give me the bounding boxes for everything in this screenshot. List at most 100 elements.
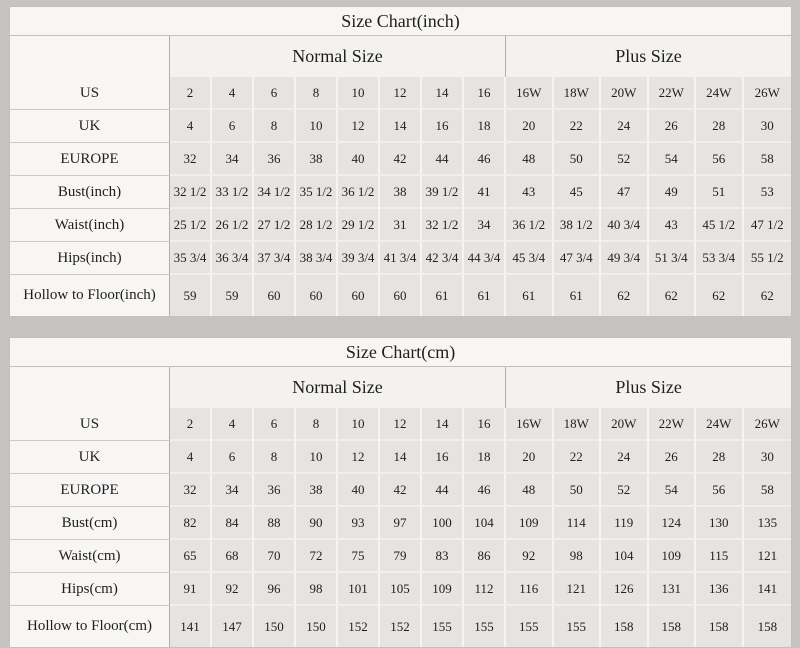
size-value-cell: 16: [422, 110, 464, 143]
size-value-cell: 4: [170, 441, 212, 474]
size-value-cell: 44 3/4: [464, 242, 506, 275]
column-group-row: Normal Size Plus Size: [10, 36, 791, 77]
size-value-cell: 158: [743, 606, 792, 647]
size-value-cell: 141: [170, 606, 212, 647]
size-value-cell: 90: [296, 507, 338, 540]
size-value-cell: 38: [380, 176, 422, 209]
size-value-cell: 2: [170, 408, 212, 441]
size-value-cell: 141: [743, 573, 792, 606]
size-value-cell: 52: [601, 143, 649, 176]
size-value-cell: 48: [506, 474, 554, 507]
table-row: Hollow to Floor(cm) 141 147 150 150 152 152 155…: [10, 606, 792, 647]
row-label: Waist(cm): [10, 540, 170, 573]
size-value-cell: 28 1/2: [296, 209, 338, 242]
size-value-cell: 131: [648, 573, 696, 606]
size-value-cell: 32: [170, 474, 212, 507]
size-value-cell: 27 1/2: [254, 209, 296, 242]
size-value-cell: 52: [601, 474, 649, 507]
row-label: Hips(cm): [10, 573, 170, 606]
size-value-cell: 60: [296, 275, 338, 316]
size-value-cell: 10: [338, 77, 380, 110]
size-value-cell: 22W: [648, 408, 696, 441]
size-value-cell: 43: [506, 176, 554, 209]
row-label: Hips(inch): [10, 242, 170, 275]
table-row: EUROPE 32 34 36 38 40 42 44 46 48 50 52 54 56 58: [10, 143, 791, 176]
size-value-cell: 51: [696, 176, 744, 209]
size-value-cell: 18: [464, 441, 506, 474]
size-value-cell: 47: [601, 176, 649, 209]
size-value-cell: 150: [296, 606, 338, 647]
size-value-cell: 84: [212, 507, 254, 540]
size-value-cell: 60: [380, 275, 422, 316]
size-value-cell: 6: [254, 77, 296, 110]
size-value-cell: 42: [380, 143, 422, 176]
size-value-cell: 47 1/2: [743, 209, 791, 242]
size-value-cell: 136: [696, 573, 744, 606]
size-value-cell: 6: [212, 441, 254, 474]
table-row: Hips(cm) 91 92 96 98 101 105 109 112 116 121 126 131…: [10, 573, 792, 606]
table-row: US 2 4 6 8 10 12 14 16 16W 18W 20W 22W 24W 26W: [10, 77, 791, 110]
size-value-cell: 61: [506, 275, 554, 316]
size-value-cell: 31: [380, 209, 422, 242]
size-value-cell: 92: [212, 573, 254, 606]
size-value-cell: 109: [506, 507, 554, 540]
table-row: Hips(inch) 35 3/4 36 3/4 37 3/4 38 3/4 39 3/4…: [10, 242, 791, 275]
size-value-cell: 38: [296, 474, 338, 507]
size-value-cell: 26W: [743, 408, 792, 441]
table-row: Waist(inch) 25 1/2 26 1/2 27 1/2 28 1/2 29 1/…: [10, 209, 791, 242]
size-value-cell: 59: [212, 275, 254, 316]
size-value-cell: 60: [338, 275, 380, 316]
table-row: Hollow to Floor(inch) 59 59 60 60 60 60 61 61 61 6…: [10, 275, 791, 316]
size-value-cell: 26: [648, 441, 696, 474]
size-value-cell: 32 1/2: [170, 176, 212, 209]
size-value-cell: 50: [553, 474, 601, 507]
size-value-cell: 101: [338, 573, 380, 606]
size-value-cell: 18W: [553, 408, 601, 441]
table-row: UK 4 6 8 10 12 14 16 18 20 22 24 26 28 30: [10, 110, 791, 143]
row-label: EUROPE: [10, 143, 170, 176]
size-value-cell: 155: [553, 606, 601, 647]
size-value-cell: 16W: [506, 77, 554, 110]
size-value-cell: 44: [422, 474, 464, 507]
size-value-cell: 26 1/2: [212, 209, 254, 242]
size-value-cell: 53: [743, 176, 791, 209]
size-value-cell: 14: [380, 441, 422, 474]
size-value-cell: 24: [601, 110, 649, 143]
size-value-cell: 6: [212, 110, 254, 143]
size-value-cell: 46: [464, 474, 506, 507]
size-value-cell: 16: [464, 408, 506, 441]
size-value-cell: 60: [254, 275, 296, 316]
size-value-cell: 98: [553, 540, 601, 573]
size-value-cell: 62: [601, 275, 649, 316]
size-value-cell: 12: [338, 110, 380, 143]
size-value-cell: 119: [601, 507, 649, 540]
size-value-cell: 2: [170, 77, 212, 110]
size-value-cell: 22: [553, 110, 601, 143]
size-value-cell: 152: [380, 606, 422, 647]
size-value-cell: 91: [170, 573, 212, 606]
table-row: UK 4 6 8 10 12 14 16 18 20 22 24 26 28 30: [10, 441, 792, 474]
size-value-cell: 16: [464, 77, 506, 110]
tables-gap: [9, 317, 791, 337]
size-value-cell: 40 3/4: [601, 209, 649, 242]
size-value-cell: 93: [338, 507, 380, 540]
size-value-cell: 114: [553, 507, 601, 540]
size-value-cell: 8: [296, 77, 338, 110]
table-title: Size Chart(inch): [10, 7, 791, 36]
table-row: US 2 4 6 8 10 12 14 16 16W 18W 20W 22W 24W 26W: [10, 408, 792, 441]
size-value-cell: 14: [422, 408, 464, 441]
size-value-cell: 98: [296, 573, 338, 606]
corner-cell: [10, 367, 170, 408]
size-value-cell: 36 1/2: [338, 176, 380, 209]
size-value-cell: 79: [380, 540, 422, 573]
size-value-cell: 38: [296, 143, 338, 176]
size-value-cell: 18W: [553, 77, 601, 110]
row-label: US: [10, 408, 170, 441]
size-value-cell: 86: [464, 540, 506, 573]
size-value-cell: 54: [648, 143, 696, 176]
size-value-cell: 8: [254, 110, 296, 143]
size-value-cell: 58: [743, 143, 791, 176]
size-value-cell: 158: [696, 606, 744, 647]
size-value-cell: 32 1/2: [422, 209, 464, 242]
plus-size-header: Plus Size: [506, 367, 792, 408]
